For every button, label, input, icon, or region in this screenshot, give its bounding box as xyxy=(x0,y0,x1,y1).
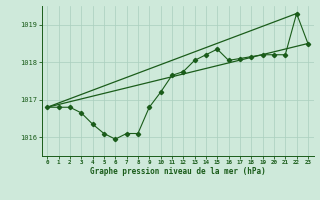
X-axis label: Graphe pression niveau de la mer (hPa): Graphe pression niveau de la mer (hPa) xyxy=(90,167,266,176)
